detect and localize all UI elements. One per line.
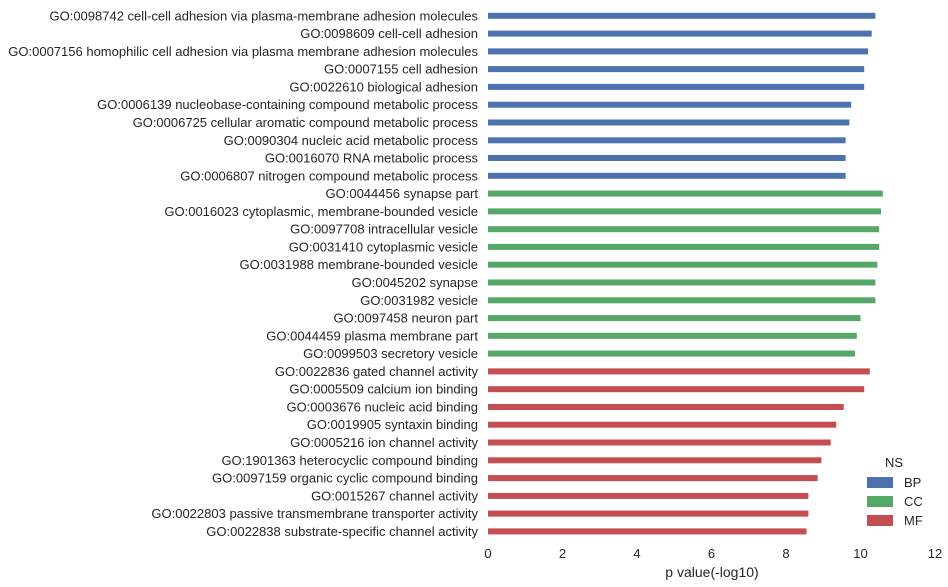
x-tick-label: 2 — [559, 546, 566, 561]
x-tick-label: 10 — [853, 546, 867, 561]
category-label: GO:0031988 membrane-bounded vesicle — [240, 257, 478, 272]
category-label: GO:0005216 ion channel activity — [290, 435, 478, 450]
x-axis: 0 2 4 6 8 10 12 — [484, 546, 942, 561]
category-label: GO:0098609 cell-cell adhesion — [300, 26, 478, 41]
x-tick-label: 0 — [484, 546, 491, 561]
category-label: GO:0006807 nitrogen compound metabolic p… — [180, 168, 478, 183]
bar-mf — [488, 492, 809, 499]
category-label: GO:0007155 cell adhesion — [324, 62, 478, 77]
bar-cc — [488, 279, 876, 286]
category-label: GO:0044459 plasma membrane part — [266, 328, 478, 343]
bar-cc — [488, 226, 880, 233]
bar-cc — [488, 190, 883, 197]
category-label: GO:0016023 cytoplasmic, membrane-bounded… — [164, 204, 478, 219]
category-label: GO:0016070 RNA metabolic process — [265, 151, 479, 166]
bar-cc — [488, 208, 881, 215]
category-label: GO:0098742 cell-cell adhesion via plasma… — [49, 8, 478, 23]
category-label: GO:0015267 channel activity — [311, 488, 478, 503]
bar-mf — [488, 386, 865, 393]
category-label: GO:0006139 nucleobase-containing compoun… — [97, 97, 478, 112]
legend-swatch-bp — [867, 477, 893, 488]
category-label: GO:0019905 syntaxin binding — [307, 417, 478, 432]
category-label: GO:0005509 calcium ion binding — [289, 382, 478, 397]
bars-layer — [488, 12, 883, 535]
category-label: GO:0022610 biological adhesion — [289, 79, 478, 94]
category-label: GO:0007156 homophilic cell adhesion via … — [8, 44, 478, 59]
category-label: GO:0044456 synapse part — [326, 186, 479, 201]
category-label: GO:0022836 gated channel activity — [275, 364, 479, 379]
bar-cc — [488, 315, 861, 322]
bar-mf — [488, 368, 870, 375]
category-label: GO:0022803 passive transmembrane transpo… — [151, 506, 478, 521]
bar-mf — [488, 421, 837, 428]
category-label: GO:0006725 cellular aromatic compound me… — [133, 115, 479, 130]
x-tick-label: 12 — [928, 546, 942, 561]
legend-swatch-mf — [867, 515, 893, 526]
legend: NS BP CC MF — [867, 455, 923, 528]
bar-bp — [488, 155, 846, 161]
legend-title: NS — [885, 455, 903, 470]
bar-bp — [488, 101, 852, 108]
bar-mf — [488, 439, 831, 446]
bar-bp — [488, 137, 846, 144]
bar-cc — [488, 297, 876, 304]
category-label: GO:0022838 substrate-specific channel ac… — [206, 524, 478, 539]
category-label: GO:0097708 intracellular vesicle — [290, 222, 478, 237]
bar-bp — [488, 83, 865, 90]
legend-label-cc: CC — [904, 494, 923, 509]
bar-bp — [488, 12, 876, 19]
bar-mf — [488, 510, 809, 517]
legend-swatch-cc — [867, 496, 893, 507]
bar-cc — [488, 332, 857, 339]
bar-mf — [488, 457, 822, 464]
bar-mf — [488, 475, 818, 482]
category-label: GO:0031410 cytoplasmic vesicle — [289, 239, 478, 254]
x-tick-label: 6 — [708, 546, 715, 561]
bar-mf — [488, 528, 807, 535]
category-label: GO:1901363 heterocyclic compound binding — [221, 453, 478, 468]
category-label: GO:0045202 synapse — [352, 275, 478, 290]
bar-cc — [488, 261, 878, 268]
legend-label-mf: MF — [904, 513, 923, 528]
bar-mf — [488, 404, 844, 410]
category-label: GO:0097159 organic cyclic compound bindi… — [212, 471, 478, 486]
bar-cc — [488, 243, 880, 250]
category-label: GO:0097458 neuron part — [333, 311, 478, 326]
legend-label-bp: BP — [904, 475, 921, 490]
bar-bp — [488, 172, 846, 179]
category-labels: GO:0098742 cell-cell adhesion via plasma… — [8, 8, 478, 539]
category-label: GO:0031982 vesicle — [360, 293, 478, 308]
bar-bp — [488, 66, 865, 73]
x-tick-label: 4 — [633, 546, 640, 561]
category-label: GO:0090304 nucleic acid metabolic proces… — [224, 133, 479, 148]
x-tick-label: 8 — [782, 546, 789, 561]
bar-bp — [488, 48, 868, 55]
bar-cc — [488, 350, 855, 357]
category-label: GO:0099503 secretory vesicle — [303, 346, 478, 361]
category-label: GO:0003676 nucleic acid binding — [286, 400, 478, 415]
x-axis-title: p value(-log10) — [665, 564, 758, 580]
bar-bp — [488, 119, 850, 126]
bar-bp — [488, 30, 872, 37]
